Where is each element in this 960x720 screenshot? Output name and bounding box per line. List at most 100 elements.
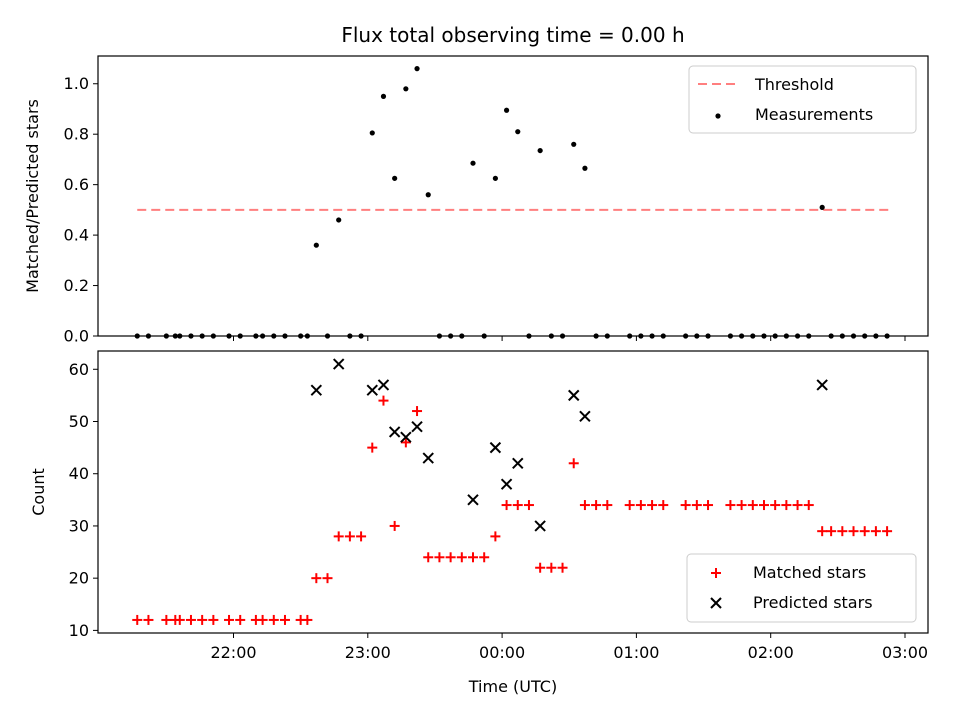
matched-star-point (781, 500, 792, 511)
legend-threshold-label: Threshold (754, 75, 834, 94)
matched-star-point (501, 500, 512, 511)
matched-star-point (568, 458, 579, 469)
matched-star-point (322, 573, 333, 584)
x-tick-label: 00:00 (479, 643, 525, 662)
predicted-star-point (310, 384, 323, 396)
matched-star-point (389, 520, 400, 531)
matched-star-point (311, 573, 322, 584)
x-tick-label: 22:00 (210, 643, 256, 662)
matched-star-point (412, 406, 423, 417)
bottom-legend: Matched stars Predicted stars (686, 553, 917, 623)
bottom-x-ticks: 22:00 23:00 00:00 01:00 02:00 03:00 (210, 633, 928, 662)
matched-star-point (747, 500, 758, 511)
legend-matched-label: Matched stars (753, 563, 866, 582)
chart-title: Flux total observing time = 0.00 h (341, 23, 684, 47)
matched-star-point (546, 562, 557, 573)
bottom-y-tick-label: 20 (69, 569, 89, 588)
matched-star-point (400, 437, 411, 448)
matched-star-point (512, 500, 523, 511)
measurement-point (515, 129, 521, 135)
matched-star-point (490, 531, 501, 542)
bottom-y-tick-label: 50 (69, 412, 89, 431)
top-y-tick-label: 0.2 (64, 276, 89, 295)
legend-measurements-label: Measurements (755, 105, 873, 124)
matched-star-point (367, 442, 378, 453)
matched-star-point (736, 500, 747, 511)
matched-star-point (770, 500, 781, 511)
matched-star-point (423, 552, 434, 563)
legend-measurements-swatch (715, 113, 721, 119)
measurement-point (582, 165, 588, 171)
bottom-y-tick-label: 40 (69, 464, 89, 483)
predicted-star-point (377, 379, 390, 391)
measurement-point (392, 175, 398, 181)
bottom-legend-box (686, 553, 917, 623)
predicted-star-point (512, 457, 524, 469)
matched-star-point (268, 614, 279, 625)
measurement-point (819, 204, 825, 210)
matched-star-point (468, 552, 479, 563)
measurement-point (313, 242, 319, 248)
matched-star-point (792, 500, 803, 511)
top-y-tick-label: 0.4 (64, 226, 89, 245)
matched-star-point (703, 500, 714, 511)
bottom-y-tick-label: 30 (69, 516, 89, 535)
predicted-star-point (422, 452, 434, 464)
matched-star-point (848, 526, 859, 537)
matched-star-point (378, 395, 389, 406)
measurement-point (425, 192, 431, 198)
bottom-y-axis-label: Count (29, 468, 48, 516)
top-y-axis-label: Matched/Predicted stars (23, 99, 42, 293)
matched-star-point (691, 500, 702, 511)
legend-predicted-label: Predicted stars (753, 593, 873, 612)
matched-star-point (882, 526, 893, 537)
top-y-tick-label: 1.0 (64, 74, 89, 93)
matched-star-point (817, 526, 828, 537)
predicted-star-point (568, 389, 580, 402)
x-tick-label: 01:00 (613, 643, 659, 662)
measurement-point (414, 66, 420, 72)
measurement-point (369, 130, 375, 136)
matched-star-point (445, 552, 456, 563)
matched-star-point (185, 614, 196, 625)
bottom-y-ticks: 10 20 30 40 50 60 (69, 360, 98, 640)
top-panel: 0.0 0.2 0.4 0.6 0.8 1.0 Matched/Predicted sta… (23, 55, 929, 346)
matched-star-point (279, 614, 290, 625)
matched-star-point (523, 500, 534, 511)
predicted-star-point (579, 410, 591, 422)
top-axes-frame (97, 55, 929, 337)
matched-star-point (224, 614, 235, 625)
matched-star-point (143, 614, 154, 625)
x-axis-label: Time (UTC) (468, 677, 557, 696)
matched-star-point (257, 614, 268, 625)
predicted-star-point (467, 494, 479, 506)
matched-star-point (658, 500, 669, 511)
predicted-star-point (366, 384, 378, 396)
top-y-tick-label: 0.0 (64, 327, 89, 346)
matched-star-point (479, 552, 490, 563)
matched-star-point (803, 500, 814, 511)
matched-star-point (680, 500, 691, 511)
matched-star-point (758, 500, 769, 511)
count-points (132, 358, 893, 625)
predicted-star-point (388, 426, 401, 438)
matched-star-point (826, 526, 837, 537)
measurement-point (503, 107, 510, 113)
matched-star-point (602, 500, 613, 511)
matched-star-point (624, 500, 635, 511)
top-y-ticks: 0.0 0.2 0.4 0.6 0.8 1.0 (64, 74, 98, 346)
matched-star-point (837, 526, 848, 537)
matched-star-point (557, 562, 568, 573)
matched-star-point (235, 614, 246, 625)
top-y-tick-label: 0.8 (64, 125, 89, 144)
matched-star-point (456, 552, 467, 563)
matched-star-point (302, 614, 313, 625)
predicted-star-point (411, 421, 423, 433)
matched-star-point (635, 500, 646, 511)
top-x-ticks (233, 336, 906, 341)
matched-star-point (591, 500, 602, 511)
x-tick-label: 23:00 (345, 643, 391, 662)
measurement-point (336, 217, 342, 223)
matched-star-point (647, 500, 658, 511)
